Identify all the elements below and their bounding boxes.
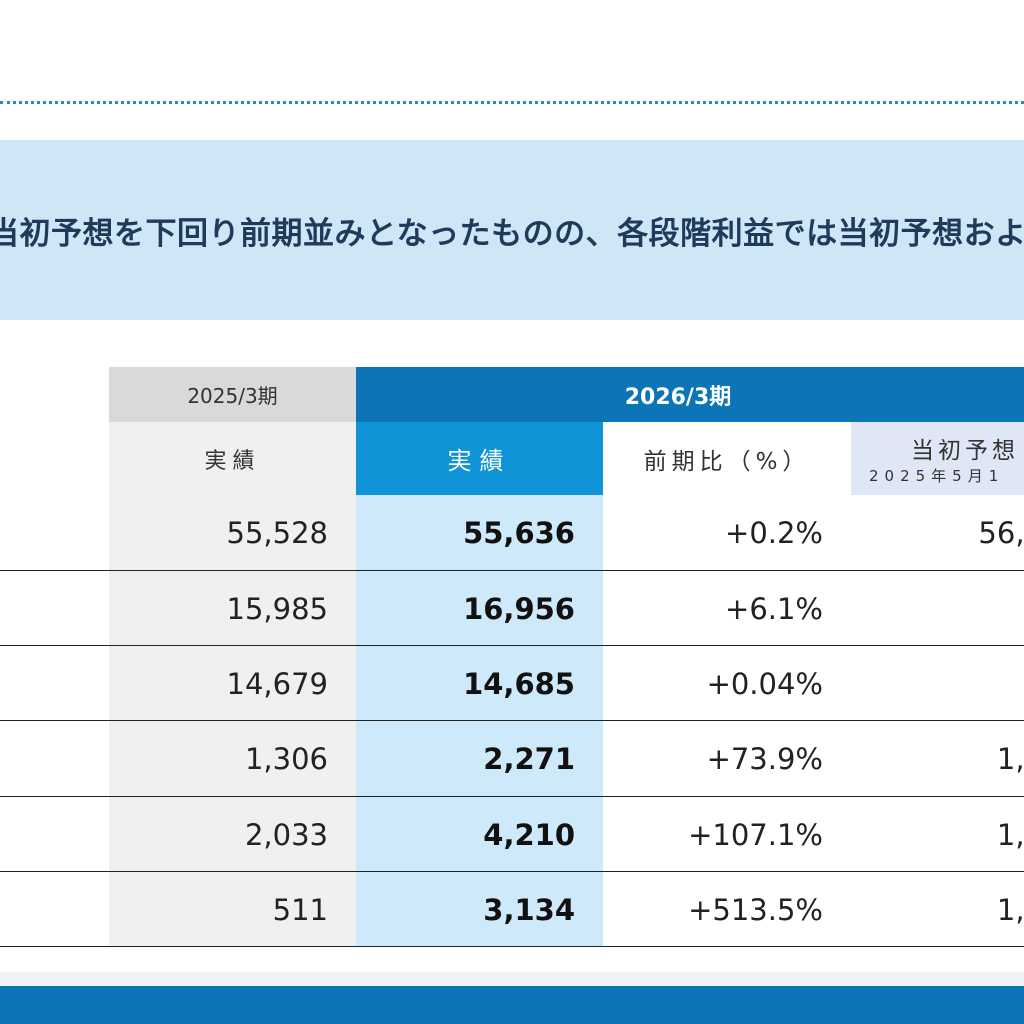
row-divider [0,796,1024,797]
current-actual-cell: 2,271 [483,741,575,776]
row-divider [0,570,1024,571]
current-actual-cell: 16,956 [463,591,575,626]
current-actual-cell: 55,636 [463,515,575,550]
forecast-date: 2025年5月1 [869,467,1005,485]
current-actual-cell: 14,685 [463,666,575,701]
prev-actual-cell: 2,033 [244,817,328,852]
table-row: 15,985 16,956 +6.1% [0,571,1024,646]
yoy-cell: +107.1% [688,817,823,852]
table-row: 1,306 2,271 +73.9% 1,5 [0,721,1024,796]
forecast-cell [851,571,1024,646]
forecast-cell [851,646,1024,721]
prev-actual-header: 実績 [109,422,356,495]
current-actual-header: 実績 [356,422,603,495]
current-actual-cell: 3,134 [483,892,575,927]
forecast-title: 当初予想 [911,438,1019,464]
table-row: 511 3,134 +513.5% 1,2 [0,872,1024,947]
forecast-header: 当初予想 2025年5月1 [851,422,1024,495]
row-divider [0,645,1024,646]
footer-strip [0,972,1024,986]
table-row: 14,679 14,685 +0.04% [0,646,1024,721]
forecast-cell: 56,0 [978,515,1024,550]
row-divider [0,871,1024,872]
yoy-cell: +73.9% [706,741,823,776]
yoy-header: 前期比（%） [603,422,851,495]
prev-actual-cell: 15,985 [226,591,328,626]
prev-actual-cell: 55,528 [226,515,328,550]
table-row: 2,033 4,210 +107.1% 1,8 [0,797,1024,872]
headline-band: 当初予想を下回り前期並みとなったものの、各段階利益では当初予想およて [0,140,1024,320]
row-divider [0,946,1024,947]
prev-actual-cell: 14,679 [226,666,328,701]
yoy-cell: +513.5% [688,892,823,927]
footer-bar [0,986,1024,1024]
forecast-cell: 1,8 [996,817,1024,852]
forecast-cell: 1,5 [996,741,1024,776]
current-actual-cell: 4,210 [483,817,575,852]
prev-actual-cell: 511 [272,892,328,927]
prev-year-header: 2025/3期 [109,367,356,422]
row-divider [0,720,1024,721]
yoy-cell: +6.1% [725,591,823,626]
forecast-cell: 1,2 [996,892,1024,927]
yoy-cell: +0.04% [706,666,823,701]
headline-text: 当初予想を下回り前期並みとなったものの、各段階利益では当初予想およて [0,216,1024,252]
dotted-divider [0,101,1024,104]
table-row: 55,528 55,636 +0.2% 56,0 [0,495,1024,570]
current-year-header: 2026/3期 [356,367,1024,422]
prev-actual-cell: 1,306 [244,741,328,776]
yoy-cell: +0.2% [725,515,823,550]
